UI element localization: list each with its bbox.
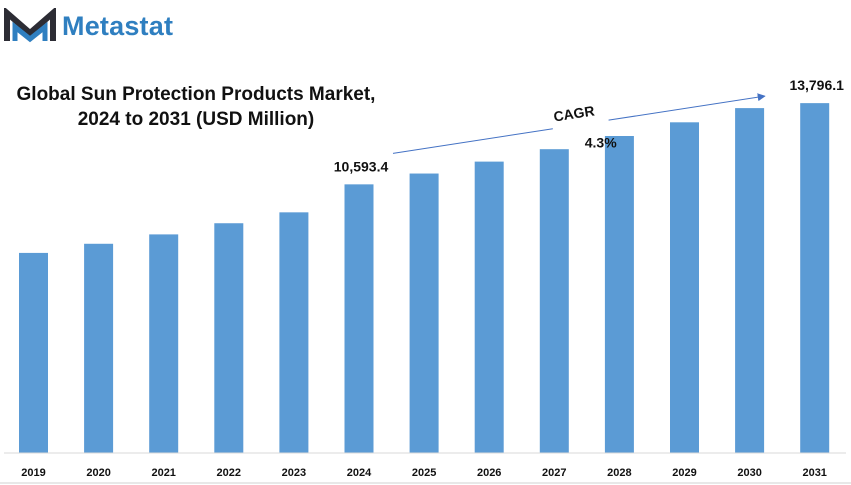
bar-2029 — [670, 122, 699, 453]
cagr-label: CAGR — [552, 102, 595, 124]
bar-group — [19, 103, 830, 454]
x-tick-2023: 2023 — [282, 467, 306, 479]
bar-2024 — [344, 184, 374, 453]
bar-2027 — [539, 149, 569, 453]
data-labels: 10,593.4 13,796.1 — [334, 77, 844, 174]
x-tick-2025: 2025 — [412, 467, 436, 479]
bar-2020 — [84, 243, 114, 453]
bar-2023 — [279, 212, 309, 453]
x-tick-2027: 2027 — [542, 467, 566, 479]
bar-2026 — [474, 161, 504, 454]
chart-subtitle: 2024 to 2031 (USD Million) — [77, 109, 315, 130]
x-tick-2020: 2020 — [86, 467, 110, 479]
x-tick-2019: 2019 — [21, 467, 45, 479]
cagr-arrow-upper — [608, 93, 766, 121]
x-tick-2021: 2021 — [151, 467, 175, 479]
chart-title-block: Global Sun Protection Products Market, 2… — [0, 82, 392, 132]
data-label-2024: 10,593.4 — [334, 158, 389, 174]
bar-2019 — [19, 252, 48, 453]
x-tick-labels: 2019 2020 2021 2022 2023 2024 2025 2026 2027 2028… — [21, 467, 827, 479]
x-tick-2029: 2029 — [672, 467, 696, 479]
bar-2031 — [800, 103, 830, 453]
cagr-annotation: CAGR 4.3% — [392, 93, 766, 154]
x-tick-2022: 2022 — [217, 467, 241, 479]
bar-2025 — [409, 173, 439, 453]
cagr-arrow-lower — [392, 128, 553, 154]
brand-logo: Metastat — [4, 8, 173, 44]
metastat-m-logo-icon — [4, 8, 56, 43]
x-tick-2030: 2030 — [737, 467, 761, 479]
bar-2030 — [735, 108, 765, 453]
chart-title: Global Sun Protection Products Market, — [16, 84, 376, 105]
bar-2028 — [604, 136, 634, 453]
bar-2021 — [149, 234, 179, 453]
x-tick-2024: 2024 — [347, 467, 372, 479]
x-tick-2026: 2026 — [477, 467, 501, 479]
bar-2022 — [214, 223, 244, 453]
brand-name: Metastat — [62, 10, 174, 41]
x-tick-2028: 2028 — [607, 467, 631, 479]
data-label-2031: 13,796.1 — [789, 77, 844, 93]
cagr-value: 4.3% — [585, 134, 617, 150]
x-tick-2031: 2031 — [802, 467, 826, 479]
